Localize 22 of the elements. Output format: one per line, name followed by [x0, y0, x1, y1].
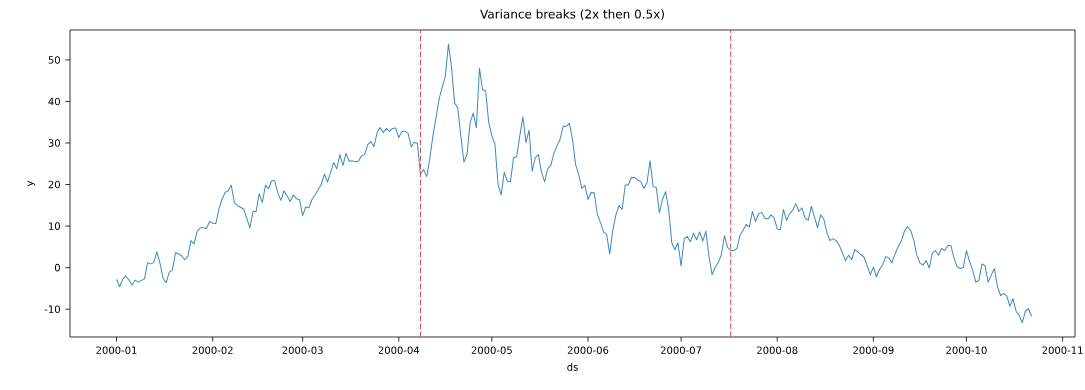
x-tick-label: 2000-04 [378, 346, 420, 354]
x-axis-title: ds [567, 363, 578, 371]
y-tick-label: 10 [49, 222, 60, 230]
x-tick-label: 2000-09 [853, 346, 894, 354]
line-series [116, 43, 1033, 324]
y-axis-title: y [27, 180, 36, 187]
y-tick-label: -10 [44, 305, 60, 313]
x-tick-label: 2000-05 [471, 346, 512, 354]
x-tick-label: 2000-10 [946, 346, 987, 354]
x-tick-label: 2000-06 [567, 346, 609, 354]
x-tick-label: 2000-02 [192, 346, 233, 354]
x-tick-label: 2000-03 [282, 346, 323, 354]
y-tick-label: 40 [48, 97, 60, 106]
chart-title: Variance breaks (2x then 0.5x) [480, 9, 664, 20]
y-tick-label: 50 [48, 56, 60, 64]
y-tick-label: 30 [48, 139, 60, 147]
y-tick-label: 20 [48, 180, 60, 189]
y-tick-label: 0 [54, 263, 60, 272]
x-tick-label: 2000-08 [757, 346, 798, 354]
x-tick-label: 2000-07 [660, 346, 702, 354]
x-tick-label: 2000-11 [1042, 346, 1083, 354]
x-tick-label: 2000-01 [96, 346, 137, 354]
